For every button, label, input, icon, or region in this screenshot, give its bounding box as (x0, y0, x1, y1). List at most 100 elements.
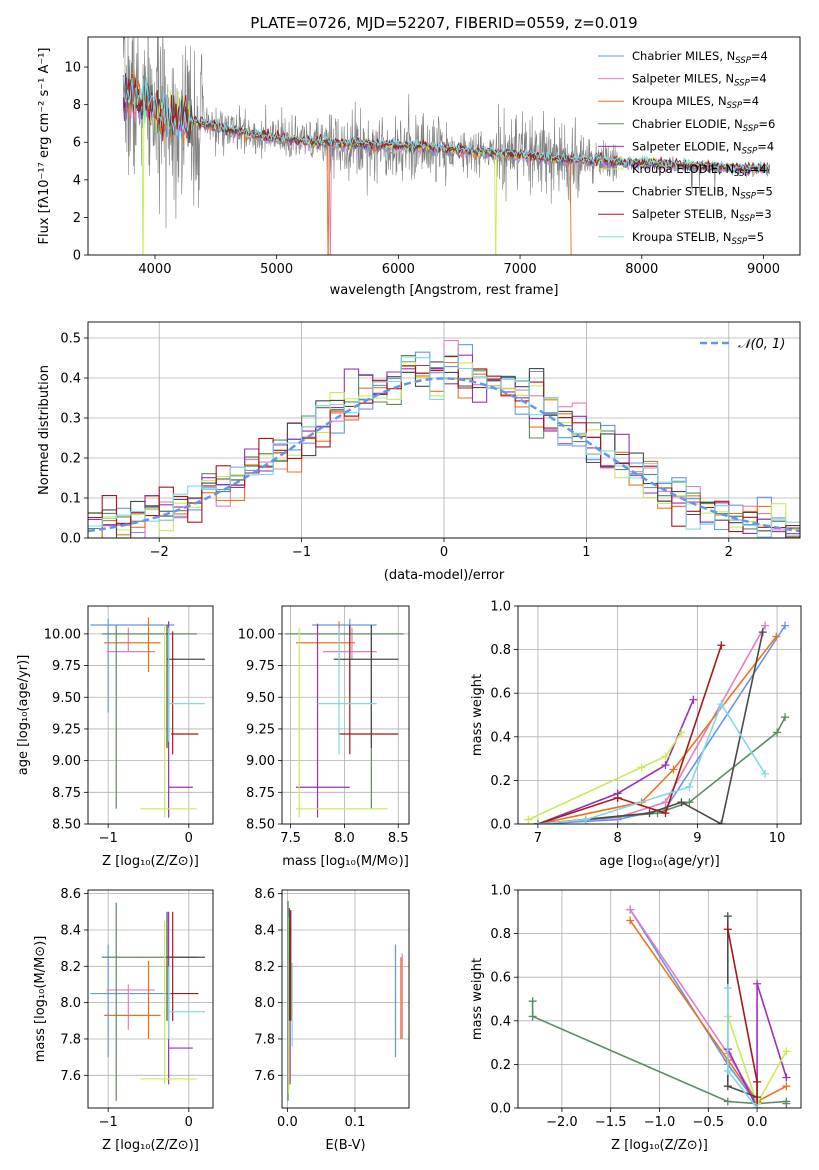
weight-marker-chabrier_elodie (685, 798, 694, 807)
mass-weight-vs-metallicity-xtick-label: −1.5 (595, 1115, 627, 1130)
mass-weight-vs-age-panel: 7 8 9 10 0.0 0.2 0.4 0.6 0.8 1.0 age [log₁₀(age/yr… (470, 600, 802, 869)
weight-marker-kroupa_elodie (677, 728, 686, 737)
mass-vs-metallicity-xlabel: Z [log₁₀(Z/Z⊙)] (102, 1138, 199, 1153)
residual-hist-kroupa_stelib (88, 354, 800, 538)
model-spectrum-salpeter_stelib (122, 74, 770, 172)
weight-marker-salpeter_stelib (753, 1077, 762, 1086)
weight-marker-kroupa_miles (782, 1082, 791, 1091)
observed-spectrum (123, 37, 770, 229)
spectrum-panel: PLATE=0726, MJD=52207, FIBERID=0559, z=0… (37, 14, 801, 298)
residual-xtick-label: 0 (440, 545, 448, 560)
mass-weight-vs-metallicity-xtick-label: −0.5 (693, 1115, 725, 1130)
mass-weight-vs-metallicity-xtick-label: −1.0 (644, 1115, 676, 1130)
weight-line-chabrier_elodie (537, 716, 786, 824)
weight-marker-salpeter_miles (661, 798, 670, 807)
mass-weight-vs-age-marks (524, 621, 790, 824)
weight-marker-salpeter_stelib (613, 793, 622, 802)
mass-weight-vs-age-frame (517, 605, 802, 825)
weight-marker-chabrier_elodie (781, 713, 790, 722)
age-vs-metallicity-ytick-label: 9.00 (52, 754, 81, 769)
weight-marker-chabrier_stelib (723, 912, 732, 921)
mass-vs-metallicity-ytick-label: 8.6 (60, 887, 81, 902)
weight-marker-kroupa_stelib (723, 1066, 732, 1075)
spectrum-lines (122, 37, 771, 255)
mass-weight-vs-metallicity-xlabel: Z [log₁₀(Z/Z⊙)] (611, 1138, 708, 1153)
residual-xtick-label: −2 (150, 545, 169, 560)
weight-marker-salpeter_stelib (717, 641, 726, 650)
legend-label-kroupa_miles: Kroupa MILES, NSSP=4 (632, 94, 759, 111)
age-vs-metallicity-marks (90, 617, 205, 818)
age-vs-metallicity-ytick-label: 9.25 (52, 722, 81, 737)
weight-marker-kroupa_stelib (581, 815, 590, 824)
residual-ytick-label: 0.4 (60, 372, 81, 387)
age-vs-metallicity-ytick-label: 10.00 (44, 627, 81, 642)
mass-vs-metallicity-ytick-label: 8.4 (60, 923, 81, 938)
mass-weight-vs-metallicity-ytick-label: 0.4 (490, 1014, 511, 1029)
age-vs-mass-xtick-label: 7.5 (280, 831, 301, 846)
legend-label-salpeter_elodie: Salpeter ELODIE, NSSP=4 (632, 139, 774, 156)
age-vs-metallicity-ytick-label: 9.50 (52, 691, 81, 706)
weight-marker-kroupa_stelib (717, 700, 726, 709)
legend-label-salpeter_miles: Salpeter MILES, NSSP=4 (632, 72, 767, 89)
weight-line-kroupa_miles (537, 636, 777, 824)
mass-weight-vs-age-xtick-label: 9 (693, 831, 701, 846)
weight-marker-kroupa_elodie (782, 1047, 791, 1056)
weight-line-salpeter_elodie (727, 983, 788, 1108)
mass-vs-metallicity-marks (90, 902, 205, 1101)
weight-marker-chabrier_stelib (645, 809, 654, 818)
mass-weight-vs-age-ytick-label: 0.2 (490, 774, 511, 789)
age-vs-metallicity-xlabel: Z [log₁₀(Z/Z⊙)] (102, 854, 199, 869)
mass-weight-vs-metallicity-ylabel: mass weight (470, 958, 485, 1040)
age-vs-mass-ytick-label: 9.50 (246, 691, 275, 706)
weight-marker-chabrier_miles (781, 621, 790, 630)
residual-xlabel: (data-model)/error (384, 568, 505, 583)
mass-vs-ebv-ytick-label: 8.4 (254, 923, 275, 938)
spectrum-xlabel: wavelength [Angstrom, rest frame] (330, 283, 559, 298)
weight-marker-chabrier_elodie (773, 728, 782, 737)
mass-vs-metallicity-frame (87, 889, 214, 1109)
weight-marker-chabrier_elodie (782, 1099, 791, 1108)
mass-vs-metallicity-xtick-label: 0 (185, 1115, 193, 1130)
mass-vs-metallicity-ytick-label: 7.6 (60, 1069, 81, 1084)
mass-vs-metallicity-ylabel: mass [log₁₀(M/M⊙)] (33, 936, 48, 1063)
mass-vs-ebv-xlabel: E(B-V) (325, 1138, 365, 1153)
weight-marker-salpeter_elodie (661, 761, 670, 770)
mass-weight-vs-age-ytick-label: 0.0 (490, 818, 511, 833)
weight-marker-chabrier_stelib (717, 820, 726, 824)
spectrum-ytick-label: 10 (64, 61, 81, 76)
age-vs-metallicity-xtick-label: 0 (185, 831, 193, 846)
age-vs-mass-ytick-label: 9.00 (246, 754, 275, 769)
legend-label-kroupa_stelib: Kroupa STELIB, NSSP=5 (632, 230, 764, 247)
model-spectrum-salpeter_miles (122, 81, 770, 255)
weight-marker-chabrier_stelib (677, 798, 686, 807)
mass-weight-vs-metallicity-frame (517, 889, 802, 1109)
age-vs-mass-frame (281, 605, 410, 825)
residual-ytick-label: 0.2 (60, 452, 81, 467)
mass-weight-vs-metallicity-xtick-label: 0.0 (747, 1115, 768, 1130)
mass-weight-vs-age-ylabel: mass weight (470, 674, 485, 756)
spectrum-ytick-label: 0 (73, 249, 81, 264)
age-vs-metallicity-ytick-label: 8.50 (52, 818, 81, 833)
mass-vs-ebv-ytick-label: 7.6 (254, 1069, 275, 1084)
mass-vs-ebv-ytick-label: 8.2 (254, 960, 275, 975)
model-spectrum-kroupa_stelib (122, 76, 770, 173)
legend-label-chabrier_stelib: Chabrier STELIB, NSSP=5 (632, 185, 773, 202)
residual-ytick-label: 0.1 (60, 492, 81, 507)
gaussian-curve (88, 377, 800, 533)
mass-weight-vs-age-xtick-label: 10 (769, 831, 786, 846)
mass-vs-ebv-marks (287, 900, 403, 1101)
residual-panel: −2 −1 0 1 2 0.0 0.1 0.2 0.3 0.4 0.5 (data-model)/e… (37, 321, 801, 583)
spectrum-ylabel: Flux [fλ10⁻¹⁷ erg cm⁻² s⁻¹ A⁻¹] (37, 48, 52, 245)
weight-marker-chabrier_stelib (758, 628, 767, 637)
mass-weight-vs-metallicity-marks (528, 905, 791, 1108)
weight-marker-salpeter_miles (761, 621, 770, 630)
weight-marker-kroupa_stelib (533, 820, 542, 824)
mass-vs-metallicity-xtick-label: −1 (99, 1115, 118, 1130)
spectrum-xtick-label: 8000 (625, 262, 658, 277)
weight-marker-kroupa_stelib (723, 984, 732, 993)
weight-marker-kroupa_stelib (761, 769, 770, 778)
weight-marker-salpeter_elodie (753, 979, 762, 988)
weight-marker-chabrier_stelib (723, 1082, 732, 1091)
weight-line-salpeter_miles (629, 909, 758, 1102)
